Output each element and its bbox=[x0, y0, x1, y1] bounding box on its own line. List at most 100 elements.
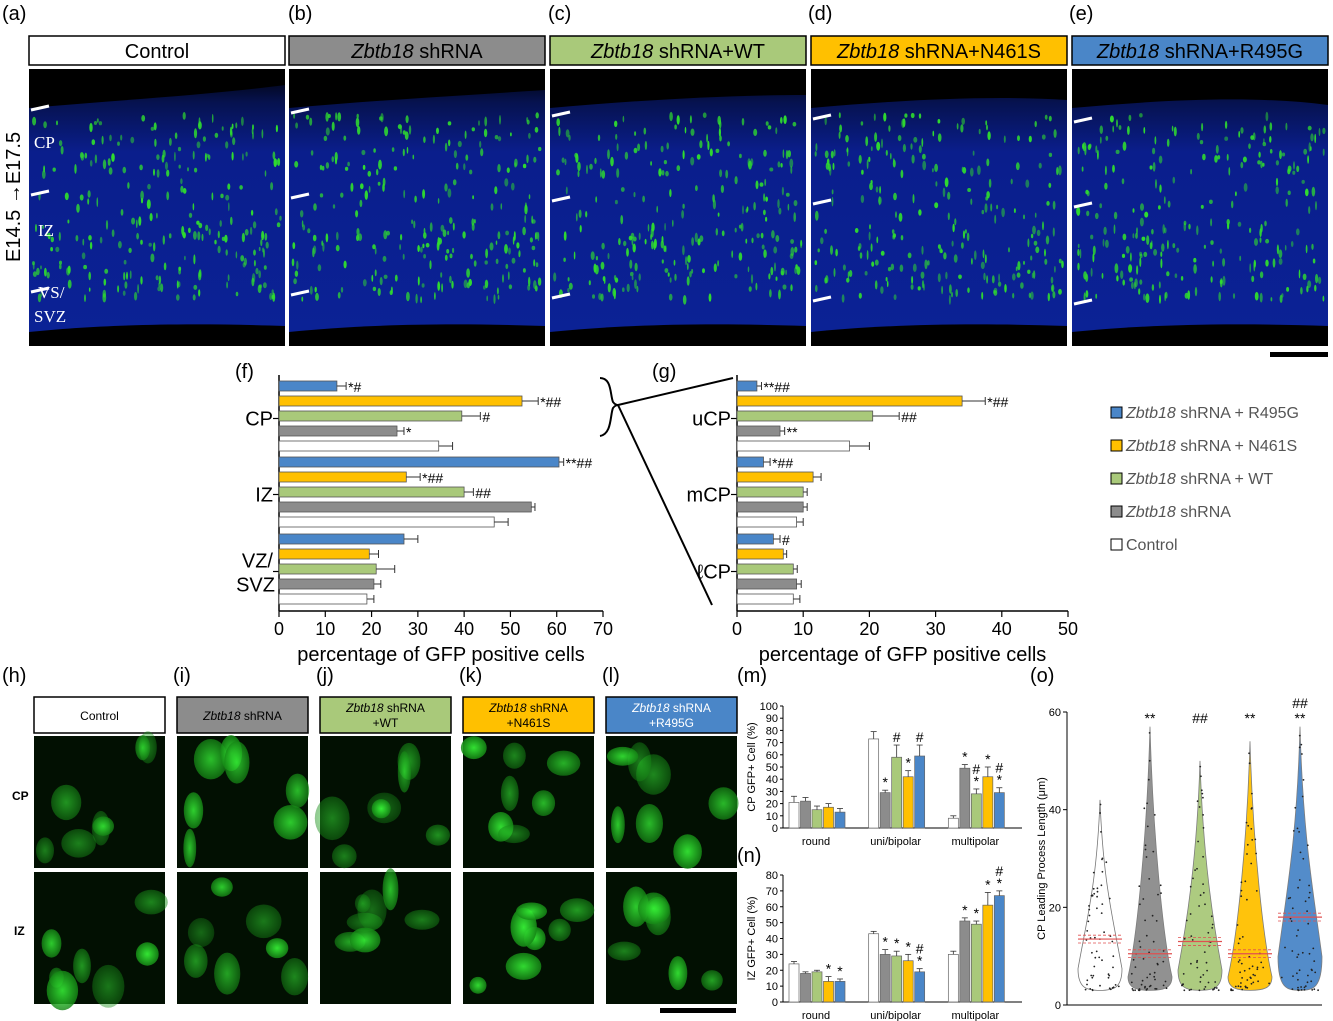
panel-label-n: (n) bbox=[737, 845, 761, 867]
data-point bbox=[1155, 920, 1158, 922]
data-point bbox=[1190, 962, 1192, 965]
gfp-cell bbox=[355, 117, 360, 128]
gfp-cell bbox=[58, 140, 63, 147]
gfp-cell bbox=[101, 135, 104, 145]
gfp-cell bbox=[362, 279, 367, 287]
gfp-cell bbox=[668, 293, 673, 301]
data-point bbox=[1313, 988, 1316, 991]
gfp-cell bbox=[1151, 284, 1155, 291]
data-point bbox=[1297, 886, 1299, 889]
bottom-header-text-2: +N461S bbox=[507, 716, 551, 730]
data-point bbox=[1183, 937, 1186, 940]
data-point bbox=[1149, 984, 1152, 987]
data-point bbox=[1144, 848, 1147, 851]
significance-label: **## bbox=[763, 379, 790, 395]
data-point bbox=[1154, 987, 1157, 990]
gfp-cell bbox=[1045, 235, 1050, 245]
gfp-cell bbox=[1322, 127, 1326, 135]
gfp-cell bbox=[575, 213, 578, 222]
gfp-cell bbox=[1138, 288, 1141, 295]
data-point bbox=[1298, 831, 1300, 833]
gfp-cell bbox=[586, 164, 588, 175]
gfp-cell bbox=[1087, 144, 1091, 151]
legend-label: Zbtb18 shRNA + WT bbox=[1125, 471, 1273, 488]
gfp-cell bbox=[32, 116, 37, 126]
data-point bbox=[1196, 959, 1199, 962]
data-point bbox=[1298, 969, 1301, 972]
data-point bbox=[1250, 982, 1253, 985]
row-label-iz: IZ bbox=[14, 924, 25, 938]
data-point bbox=[1138, 940, 1141, 943]
gfp-cell bbox=[610, 156, 614, 167]
gfp-cell bbox=[421, 283, 425, 288]
bar bbox=[947, 954, 959, 1003]
data-point bbox=[1297, 929, 1299, 931]
gfp-cell bbox=[595, 196, 598, 203]
gfp-cell bbox=[1254, 291, 1259, 301]
gfp-cell bbox=[1193, 264, 1197, 274]
gfp-cell bbox=[1219, 248, 1223, 254]
category-label: uni/bipolar bbox=[870, 836, 921, 848]
data-point bbox=[1139, 903, 1141, 906]
data-point bbox=[1302, 779, 1305, 781]
data-point bbox=[1162, 960, 1165, 963]
gfp-cell bbox=[738, 252, 743, 261]
svz-zone-label: SVZ bbox=[34, 307, 66, 326]
gfp-cell bbox=[264, 170, 267, 177]
gfp-cell bbox=[310, 150, 314, 156]
gfp-neuron bbox=[354, 894, 371, 913]
data-point bbox=[1304, 985, 1307, 987]
gfp-cell bbox=[496, 287, 499, 295]
data-point bbox=[1260, 961, 1263, 964]
gfp-cell bbox=[1095, 145, 1098, 154]
bar bbox=[970, 923, 982, 1003]
gfp-cell bbox=[1314, 284, 1317, 292]
gfp-cell bbox=[1099, 203, 1102, 209]
gfp-cell bbox=[1113, 224, 1116, 234]
data-point bbox=[1308, 952, 1311, 955]
gfp-cell bbox=[127, 182, 130, 189]
gfp-cell bbox=[166, 169, 170, 177]
gfp-cell bbox=[875, 186, 879, 193]
gfp-cell bbox=[524, 214, 527, 224]
data-point bbox=[1241, 988, 1244, 991]
category-label: round bbox=[802, 1010, 830, 1021]
bar bbox=[736, 456, 764, 468]
data-point bbox=[1298, 879, 1301, 881]
timepoint-label: E14.5 →E17.5 bbox=[3, 132, 25, 262]
panel-label-d: (d) bbox=[808, 3, 832, 25]
data-point bbox=[1096, 907, 1098, 910]
gfp-cell bbox=[595, 256, 599, 261]
gfp-cell bbox=[441, 283, 443, 293]
gfp-cell bbox=[362, 164, 366, 170]
gfp-cell bbox=[193, 254, 196, 265]
gfp-cell bbox=[217, 230, 220, 239]
gfp-cell bbox=[437, 281, 441, 291]
gfp-cell bbox=[59, 260, 62, 265]
gfp-neuron bbox=[187, 918, 215, 947]
data-point bbox=[1084, 988, 1087, 991]
gfp-cell bbox=[447, 188, 452, 198]
bar bbox=[278, 425, 398, 437]
gfp-cell bbox=[414, 195, 417, 203]
data-point bbox=[1240, 881, 1243, 884]
data-point bbox=[1159, 884, 1162, 887]
gfp-cell bbox=[294, 270, 299, 277]
significance-label: * bbox=[997, 772, 1003, 788]
gfp-cell bbox=[1116, 119, 1118, 128]
data-point bbox=[1211, 923, 1214, 926]
gfp-cell bbox=[1259, 292, 1263, 303]
gfp-cell bbox=[594, 264, 599, 275]
gfp-cell bbox=[866, 250, 869, 260]
gfp-cell bbox=[192, 150, 195, 160]
gfp-cell bbox=[1044, 114, 1048, 120]
gfp-cell bbox=[1008, 247, 1010, 253]
gfp-cell bbox=[382, 255, 387, 262]
zoom-line-top bbox=[617, 377, 734, 406]
gfp-cell bbox=[148, 242, 152, 247]
gfp-cell bbox=[74, 164, 77, 174]
violin bbox=[1127, 726, 1173, 991]
y-tick-label: 90 bbox=[766, 713, 778, 725]
bottom-header-box bbox=[462, 696, 595, 734]
x-tick-label: 30 bbox=[408, 619, 428, 639]
